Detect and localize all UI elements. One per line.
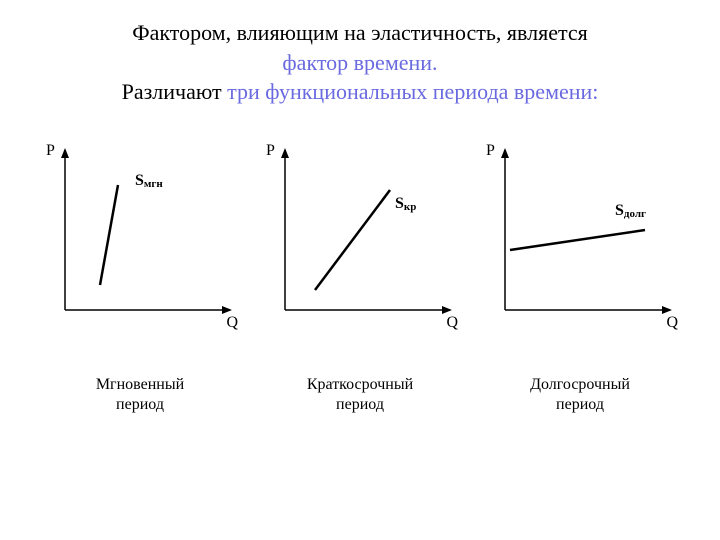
title-line3-plain: Различают — [122, 79, 228, 104]
x-axis-label: Q — [446, 314, 458, 332]
title-block: Фактором, влияющим на эластичность, явля… — [0, 0, 720, 107]
charts-row: P Q Sмгн Мгновенный период P Q Sкр Кратк… — [0, 140, 720, 400]
chart-long-svg — [480, 140, 680, 330]
caption-long-l2: период — [556, 396, 604, 413]
y-axis-label: P — [46, 142, 55, 160]
caption-instant: Мгновенный период — [40, 375, 240, 415]
chart-short: P Q Sкр Краткосрочный период — [260, 140, 460, 330]
chart-instant-svg — [40, 140, 240, 330]
title-line3-accent: три функциональных периода времени: — [227, 79, 598, 104]
caption-instant-l1: Мгновенный — [96, 376, 184, 393]
x-axis-label: Q — [666, 314, 678, 332]
caption-short-l2: период — [336, 396, 384, 413]
title-line1: Фактором, влияющим на эластичность, явля… — [0, 18, 720, 48]
slide: Фактором, влияющим на эластичность, явля… — [0, 0, 720, 540]
curve-label-long: Sдолг — [615, 202, 646, 220]
caption-long-l1: Долгосрочный — [530, 376, 630, 393]
x-axis-label: Q — [226, 314, 238, 332]
y-axis-label: P — [486, 142, 495, 160]
y-axis-label: P — [266, 142, 275, 160]
curve-label-instant: Sмгн — [135, 172, 163, 190]
caption-short-l1: Краткосрочный — [307, 376, 413, 393]
caption-instant-l2: период — [116, 396, 164, 413]
title-line3: Различают три функциональных периода вре… — [0, 77, 720, 107]
chart-long: P Q Sдолг Долгосрочный период — [480, 140, 680, 330]
caption-short: Краткосрочный период — [260, 375, 460, 415]
title-line2: фактор времени. — [0, 48, 720, 78]
chart-instant: P Q Sмгн Мгновенный период — [40, 140, 240, 330]
curve-label-short: Sкр — [395, 195, 416, 213]
caption-long: Долгосрочный период — [480, 375, 680, 415]
chart-short-svg — [260, 140, 460, 330]
